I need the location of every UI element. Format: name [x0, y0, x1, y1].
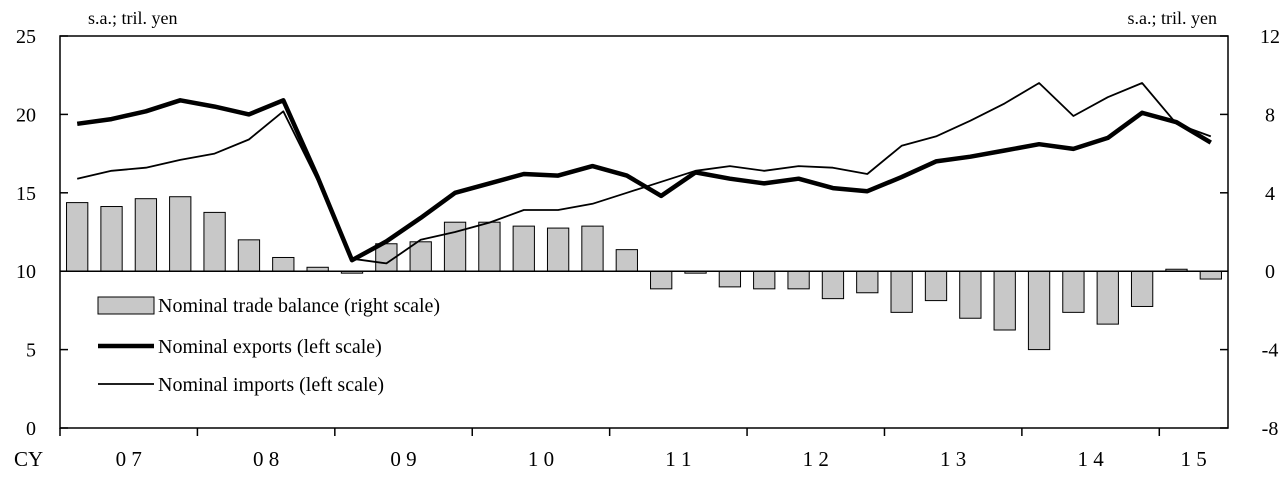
left-tick-label: 10 — [16, 261, 36, 283]
bar — [1199, 270, 1222, 280]
bar — [203, 211, 226, 272]
left-tick-label: 20 — [16, 104, 36, 126]
legend-label-exports: Nominal exports (left scale) — [158, 336, 382, 358]
left-tick-label: 0 — [26, 418, 36, 440]
right-unit-label: s.a.; tril. yen — [1128, 8, 1217, 28]
bar — [821, 270, 845, 300]
x-year-label: 1 3 — [940, 447, 966, 471]
x-axis-prefix: CY — [14, 447, 43, 471]
x-year-label: 0 7 — [116, 447, 142, 471]
bar — [890, 270, 913, 313]
imports-line — [76, 82, 1212, 265]
bar — [546, 227, 570, 272]
bar — [718, 270, 742, 288]
trade-balance-bars — [66, 196, 1222, 351]
x-year-label: 1 2 — [803, 447, 829, 471]
left-axis: 0 5 10 15 20 25 — [16, 26, 68, 440]
series-lines — [76, 82, 1212, 265]
left-unit-label: s.a.; tril. yen — [88, 8, 177, 28]
bar — [581, 225, 604, 272]
x-axis: 0 7 0 8 0 9 1 0 1 1 1 2 1 3 1 4 1 5 CY — [14, 428, 1207, 471]
right-tick-label: 4 — [1265, 183, 1275, 205]
bar — [66, 202, 89, 272]
legend-swatch-trade-balance — [97, 296, 155, 315]
bar — [134, 198, 158, 272]
right-tick-label: 0 — [1265, 261, 1275, 283]
left-tick-label: 25 — [16, 26, 36, 48]
bar — [753, 270, 776, 290]
bar — [650, 270, 673, 290]
plot-frame — [59, 35, 1229, 429]
x-year-label: 1 1 — [665, 447, 691, 471]
bar — [1062, 270, 1085, 313]
x-year-label: 1 5 — [1181, 447, 1207, 471]
right-tick-label: 12 — [1260, 26, 1280, 48]
x-year-label: 1 4 — [1077, 447, 1104, 471]
bar — [615, 249, 638, 272]
legend-label-trade-balance: Nominal trade balance (right scale) — [158, 295, 440, 317]
bar — [1130, 270, 1154, 307]
bar — [924, 270, 948, 302]
right-tick-label: 8 — [1265, 104, 1275, 126]
left-tick-label: 15 — [16, 183, 36, 205]
bar — [100, 206, 123, 272]
bar — [237, 239, 261, 272]
bar — [409, 241, 432, 272]
bar — [993, 270, 1016, 331]
left-tick-label: 5 — [26, 340, 36, 362]
right-tick-label: -4 — [1262, 340, 1279, 362]
bar — [272, 256, 295, 272]
right-axis: -8 -4 0 4 8 12 — [1220, 26, 1280, 440]
bar — [959, 270, 982, 319]
x-year-label: 0 8 — [253, 447, 279, 471]
bar — [512, 225, 535, 272]
bar — [478, 221, 501, 272]
bar — [1027, 270, 1051, 351]
bar — [787, 270, 810, 290]
legend-label-imports: Nominal imports (left scale) — [158, 374, 384, 396]
legend: Nominal trade balance (right scale) Nomi… — [97, 295, 440, 396]
x-year-label: 0 9 — [390, 447, 416, 471]
bar — [856, 270, 879, 294]
exports-line — [76, 98, 1212, 263]
right-tick-label: -8 — [1262, 418, 1279, 440]
bar — [169, 196, 192, 272]
bar — [1096, 270, 1119, 325]
x-year-label: 1 0 — [528, 447, 554, 471]
